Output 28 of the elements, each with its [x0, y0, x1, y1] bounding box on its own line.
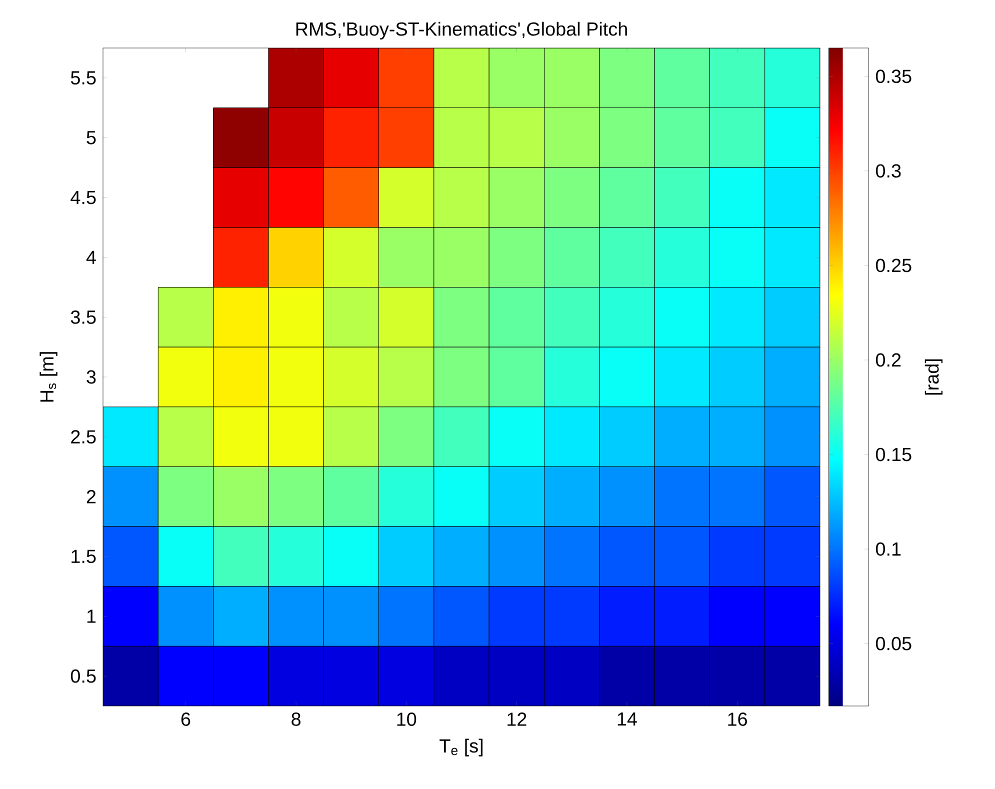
- color-bar-label: 0.2: [876, 353, 901, 367]
- color-bar-label: 0.3: [876, 164, 901, 178]
- x-tick-label: 6: [181, 712, 190, 726]
- color-bar-label: 0.1: [876, 542, 901, 556]
- y-tick-label: 5.5: [70, 71, 96, 85]
- x-axis-title: T$_{e}$ [s]: [440, 738, 482, 756]
- y-tick-label: 2.5: [71, 430, 96, 444]
- y-tick-label: 1.5: [72, 550, 96, 564]
- y-tick-label: 1: [87, 610, 96, 623]
- y-tick-label: 3: [86, 370, 96, 384]
- y-tick-label: 4.5: [70, 190, 96, 204]
- y-tick-label: 2: [86, 490, 96, 504]
- x-tick-label: 14: [618, 712, 637, 726]
- color-bar-label: 0.35: [876, 70, 912, 84]
- y-tick-label: 4: [86, 250, 96, 264]
- x-tick-label: 16: [728, 712, 747, 726]
- y-tick-label: 0.5: [70, 669, 96, 683]
- x-tick-label: 8: [292, 712, 300, 726]
- color-bar-label: 0.15: [876, 448, 912, 462]
- y-tick-label: 3.5: [70, 310, 96, 324]
- chart-title: RMS,'Buoy-ST-Kinematics',Global Pitch: [296, 22, 627, 40]
- color-bar-title: [rad]: [924, 359, 943, 395]
- x-tick-label: 10: [397, 712, 416, 726]
- x-tick-label: 12: [508, 712, 526, 726]
- color-bar-label: 0.25: [876, 258, 912, 272]
- y-tick-label: 5: [86, 131, 96, 144]
- color-bar-label: 0.05: [876, 636, 912, 650]
- y-axis-title: H$_{s}$ [m]: [40, 352, 58, 402]
